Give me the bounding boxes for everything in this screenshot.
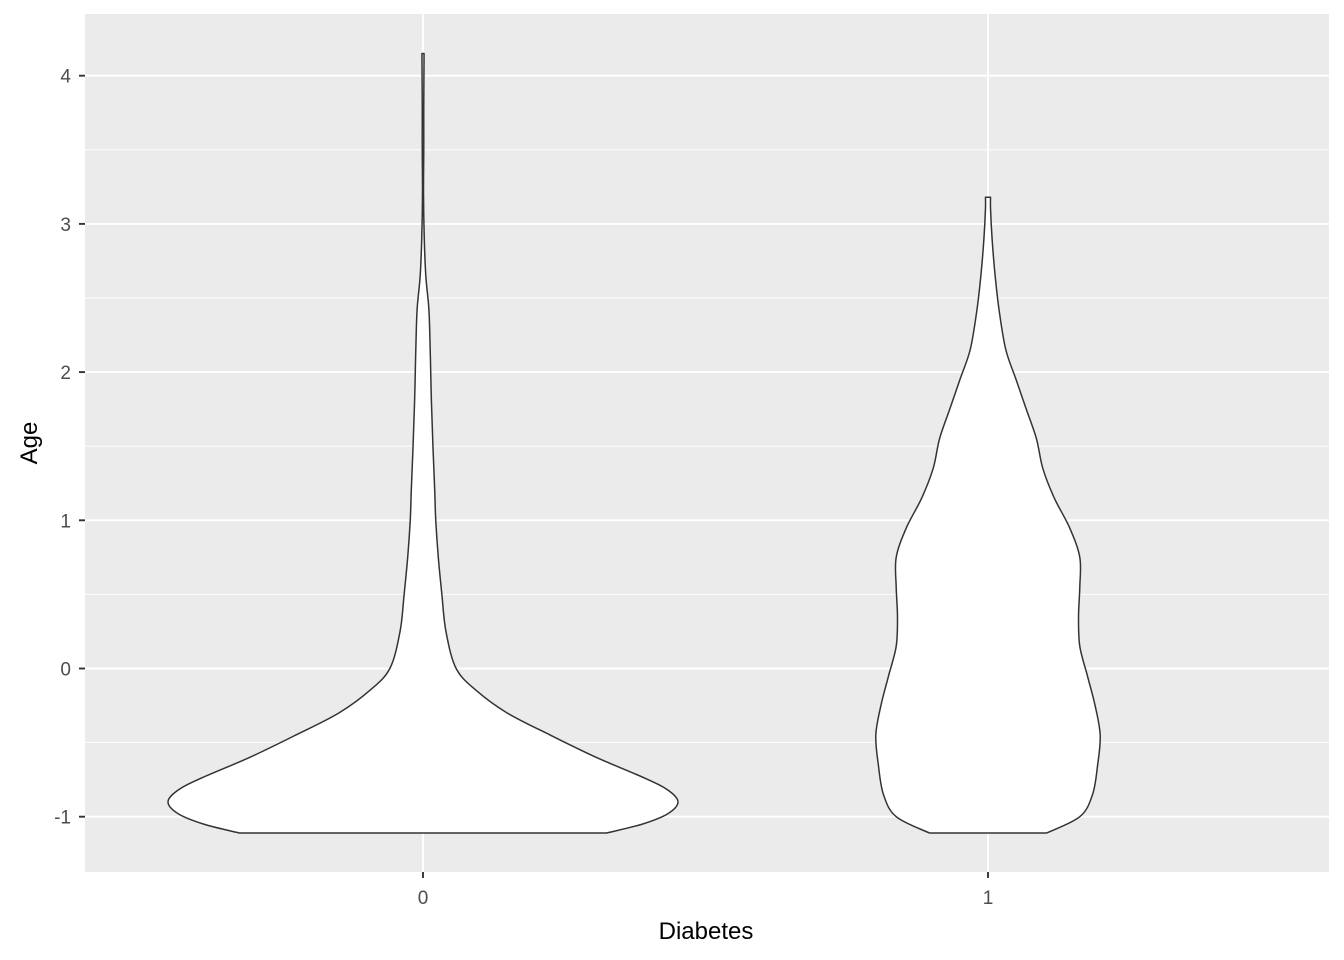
plot-panel [85,14,1329,872]
x-tick-label: 1 [983,888,994,909]
y-axis-title: Age [16,422,43,465]
x-tick-label: 0 [418,888,429,909]
minor-gridlines [85,149,1329,744]
violins [167,52,1102,834]
y-tick-label: 1 [60,511,71,532]
y-tick-label: 3 [60,215,71,236]
violin-0 [167,52,679,834]
violin-1 [874,196,1102,834]
y-tick-label: 0 [60,660,71,681]
y-tick-label: 2 [60,363,71,384]
y-tick-label: 4 [60,67,71,88]
y-axis: -1 0 1 2 3 4 [54,67,85,829]
y-tick-label: -1 [54,808,71,829]
x-axis-title: Diabetes [659,918,754,945]
